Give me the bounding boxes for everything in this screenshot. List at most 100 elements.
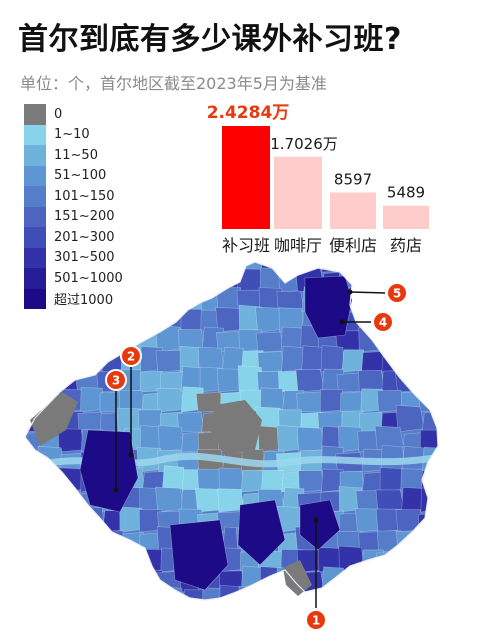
map-district xyxy=(139,307,165,333)
map-district xyxy=(420,552,438,573)
map-district xyxy=(361,351,385,373)
map-district xyxy=(442,352,464,372)
map-district xyxy=(440,326,464,352)
map-district xyxy=(142,265,165,293)
legend-item: 201~300 xyxy=(24,227,123,248)
map-district xyxy=(119,262,145,273)
legend-swatch xyxy=(24,165,46,186)
map-district xyxy=(435,484,438,513)
map-district xyxy=(77,411,105,433)
map-district xyxy=(435,266,438,293)
map-district xyxy=(158,425,185,453)
bar-药店 xyxy=(383,205,429,229)
map-district xyxy=(319,589,345,600)
map-district xyxy=(116,552,145,573)
map-district xyxy=(56,585,85,600)
map-district xyxy=(241,469,265,493)
map-district xyxy=(116,288,145,313)
map-district xyxy=(341,590,365,600)
map-district xyxy=(36,331,65,353)
marker-badge xyxy=(386,282,408,304)
map-district xyxy=(25,484,45,513)
legend-swatch xyxy=(24,268,46,289)
legend-swatch xyxy=(24,247,46,268)
map-district xyxy=(441,411,464,432)
page-subtitle: 单位：个，首尔地区截至2023年5月为基准 xyxy=(20,74,327,93)
map-district xyxy=(355,290,385,313)
legend-label: 301~500 xyxy=(54,250,115,266)
legend-item: 超过1000 xyxy=(24,288,123,309)
map-district xyxy=(320,345,345,373)
marker-number: 4 xyxy=(379,316,387,330)
legend-item: 11~50 xyxy=(24,145,123,166)
legend-swatch xyxy=(24,124,46,145)
marker-number: 5 xyxy=(393,287,401,301)
bar-value-label: 5489 xyxy=(387,184,425,202)
map-district xyxy=(35,485,65,513)
legend-label: 101~150 xyxy=(54,188,115,204)
map-district xyxy=(81,347,105,373)
map-district xyxy=(399,350,425,373)
map-district xyxy=(400,549,425,573)
map-district xyxy=(181,270,205,293)
map-district xyxy=(442,551,464,572)
map-district xyxy=(418,388,438,413)
map-district xyxy=(36,527,65,553)
map-district xyxy=(238,585,265,600)
marker-3: 3 xyxy=(105,369,127,493)
map-district xyxy=(118,309,145,333)
map-district xyxy=(39,545,65,573)
map-district xyxy=(218,467,245,493)
legend-swatch xyxy=(24,227,46,248)
map-district xyxy=(118,572,145,593)
bar-category-label: 咖啡厅 xyxy=(274,236,322,255)
map-district xyxy=(155,486,185,513)
map-district xyxy=(54,331,85,353)
map-district xyxy=(419,429,438,453)
map-district xyxy=(436,589,438,600)
bar-便利店 xyxy=(330,192,376,229)
marker-anchor-dot xyxy=(313,517,319,523)
legend-swatch xyxy=(24,186,46,207)
map-district xyxy=(156,387,185,413)
map-district-zero xyxy=(210,400,262,455)
map-district xyxy=(159,286,185,313)
map-district xyxy=(137,262,165,273)
map-legend: 0 1~10 11~50 51~100 101~150 151~200 201~… xyxy=(24,104,123,309)
map-district xyxy=(61,572,85,593)
map-district xyxy=(436,369,438,393)
map-district xyxy=(25,545,45,573)
marker-number: 1 xyxy=(312,614,320,628)
map-district xyxy=(35,269,65,293)
map-district xyxy=(255,331,285,353)
map-district xyxy=(437,468,438,493)
map-district xyxy=(95,568,125,593)
bar-value-label: 2.4284万 xyxy=(207,103,290,123)
map-district xyxy=(96,331,125,353)
map-district xyxy=(41,310,65,333)
map-district xyxy=(79,330,105,353)
marker-anchor-dot xyxy=(347,289,353,295)
marker-number: 3 xyxy=(112,374,120,388)
legend-item: 51~100 xyxy=(24,165,123,186)
legend-item: 101~150 xyxy=(24,186,123,207)
map-district xyxy=(96,291,125,313)
map-district xyxy=(37,352,65,373)
legend-label: 0 xyxy=(54,106,63,122)
map-district xyxy=(200,262,225,273)
map-district xyxy=(101,262,125,273)
map-district xyxy=(79,569,105,593)
marker-1: 1 xyxy=(305,517,327,631)
map-district xyxy=(36,506,65,533)
legend-label: 201~300 xyxy=(54,229,115,245)
map-district xyxy=(181,589,205,600)
legend-label: 151~200 xyxy=(54,209,115,225)
map-district xyxy=(440,572,464,592)
legend-item: 1~10 xyxy=(24,124,123,145)
bar-咖啡厅 xyxy=(274,156,322,229)
map-district xyxy=(362,265,385,293)
map-district xyxy=(25,592,45,600)
map-district xyxy=(25,389,45,413)
